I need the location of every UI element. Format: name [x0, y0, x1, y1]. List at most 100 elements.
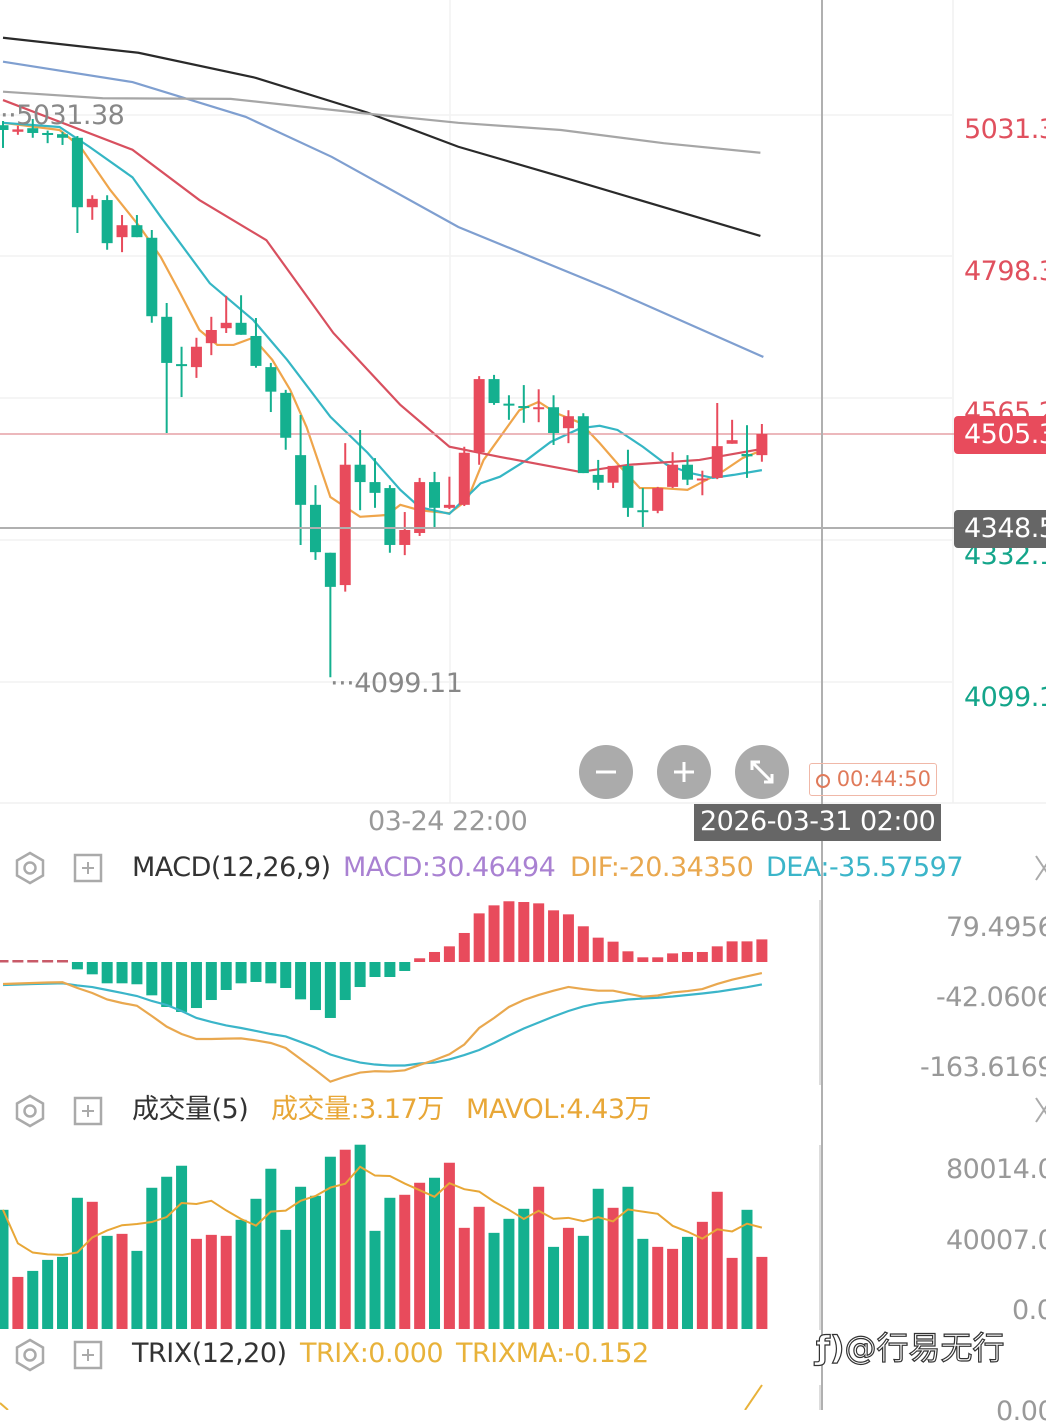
- volume-bar: [741, 1209, 753, 1329]
- macd-histogram-bar: [280, 962, 292, 988]
- volume-bar: [384, 1197, 396, 1329]
- macd-histogram-bar: [399, 962, 411, 971]
- volume-bar: [235, 1219, 247, 1329]
- watermark-logo-icon: ƒ): [815, 1329, 845, 1367]
- macd-histogram-bar: [562, 914, 574, 962]
- macd-title[interactable]: MACD(12,26,9): [132, 852, 331, 883]
- volume-bar: [146, 1187, 158, 1329]
- moving-average-line: [2, 121, 764, 518]
- macd-histogram-bar: [369, 962, 381, 977]
- macd-histogram-bar: [235, 962, 247, 984]
- candle-body: [101, 200, 113, 244]
- macd-histogram-bar: [57, 960, 69, 963]
- candle-body: [161, 316, 173, 363]
- volume-panel[interactable]: [0, 1144, 768, 1329]
- candle-body: [533, 407, 545, 410]
- volume-bar: [473, 1206, 485, 1329]
- settings-hexagon-icon[interactable]: [12, 850, 48, 886]
- price-panel[interactable]: [0, 36, 954, 678]
- macd-histogram-bar: [220, 962, 232, 990]
- add-indicator-icon[interactable]: [72, 852, 104, 884]
- candle-body: [57, 134, 69, 138]
- macd-panel[interactable]: [0, 901, 768, 1083]
- close-icon[interactable]: [1032, 852, 1046, 884]
- trix-panel[interactable]: [0, 1384, 763, 1410]
- candle-body: [473, 379, 485, 453]
- macd-histogram-bar: [577, 926, 589, 962]
- volume-bar: [399, 1194, 411, 1329]
- volume-bar: [354, 1144, 366, 1329]
- macd-histogram-bar: [667, 953, 679, 962]
- price-axis-label: 4099.1: [964, 682, 1046, 713]
- candle-body: [548, 407, 560, 433]
- macd-histogram-bar: [71, 962, 83, 970]
- volume-bar: [592, 1188, 604, 1329]
- volume-bar: [250, 1198, 262, 1329]
- candle-body: [280, 392, 292, 438]
- volume-bar: [667, 1248, 679, 1329]
- candle-body: [295, 455, 307, 505]
- volume-bar: [190, 1238, 202, 1329]
- macd-histogram-bar: [265, 962, 277, 984]
- zoom-in-button[interactable]: [657, 745, 711, 799]
- volume-value: 成交量:3.17万: [271, 1094, 444, 1125]
- watermark-text: @行易无行: [844, 1329, 1005, 1367]
- macd-histogram-bar: [414, 958, 426, 962]
- macd-histogram-bar: [652, 957, 664, 962]
- volume-bar: [161, 1176, 173, 1329]
- marker-dots: ···: [330, 668, 355, 699]
- candle-body: [577, 416, 589, 474]
- volume-axis-label: 0.0: [1012, 1295, 1046, 1326]
- candle-body: [86, 198, 98, 208]
- plus-icon: [674, 762, 694, 782]
- macd-histogram-bar: [681, 951, 693, 962]
- macd-histogram-bar: [205, 962, 217, 1001]
- candle-body: [756, 434, 768, 456]
- volume-bar: [681, 1236, 693, 1329]
- mavol-line: [2, 1165, 763, 1256]
- dea-value: DEA:-35.57597: [766, 852, 964, 883]
- volume-bar: [503, 1218, 515, 1329]
- candle-body: [607, 465, 619, 483]
- volume-bar: [637, 1238, 649, 1329]
- volume-bar: [220, 1235, 232, 1329]
- crosshair-price-tag: 4348.5: [954, 510, 1046, 548]
- volume-bar: [295, 1186, 307, 1329]
- macd-histogram-bar: [146, 962, 158, 996]
- candle-body: [369, 482, 381, 493]
- macd-histogram-bar: [696, 951, 708, 962]
- macd-axis-label: -42.0606: [936, 982, 1046, 1013]
- high-price-marker: ··5031.38: [0, 100, 125, 131]
- settings-hexagon-icon[interactable]: [12, 1093, 48, 1129]
- volume-bar: [116, 1233, 128, 1329]
- macd-histogram-bar: [161, 962, 173, 1007]
- volume-title[interactable]: 成交量(5): [132, 1094, 249, 1125]
- macd-histogram-bar: [711, 946, 723, 962]
- zoom-out-button[interactable]: [579, 745, 633, 799]
- high-price-value: 5031.38: [16, 100, 125, 131]
- macd-histogram-bar: [533, 903, 545, 962]
- candle-body: [652, 488, 664, 511]
- volume-bar: [0, 1209, 9, 1329]
- candle-body: [250, 335, 262, 366]
- volume-bar: [324, 1156, 336, 1329]
- trix-title[interactable]: TRIX(12,20): [132, 1338, 287, 1369]
- volume-bar: [726, 1257, 738, 1329]
- volume-bar: [339, 1149, 351, 1329]
- macd-histogram-bar: [503, 901, 515, 962]
- macd-histogram-bar: [0, 960, 9, 963]
- trix-axis-label: 0.00: [996, 1396, 1046, 1427]
- candle-body: [205, 329, 217, 344]
- settings-hexagon-icon[interactable]: [12, 1337, 48, 1373]
- add-indicator-icon[interactable]: [72, 1339, 104, 1371]
- price-axis-label: 4798.3: [964, 256, 1046, 287]
- volume-bar: [309, 1195, 321, 1329]
- add-indicator-icon[interactable]: [72, 1095, 104, 1127]
- close-icon[interactable]: [1032, 1094, 1046, 1126]
- volume-bar: [369, 1230, 381, 1329]
- macd-histogram-bar: [27, 960, 39, 963]
- trix-line: [744, 1384, 763, 1410]
- macd-histogram-bar: [131, 962, 143, 985]
- fullscreen-button[interactable]: [735, 745, 789, 799]
